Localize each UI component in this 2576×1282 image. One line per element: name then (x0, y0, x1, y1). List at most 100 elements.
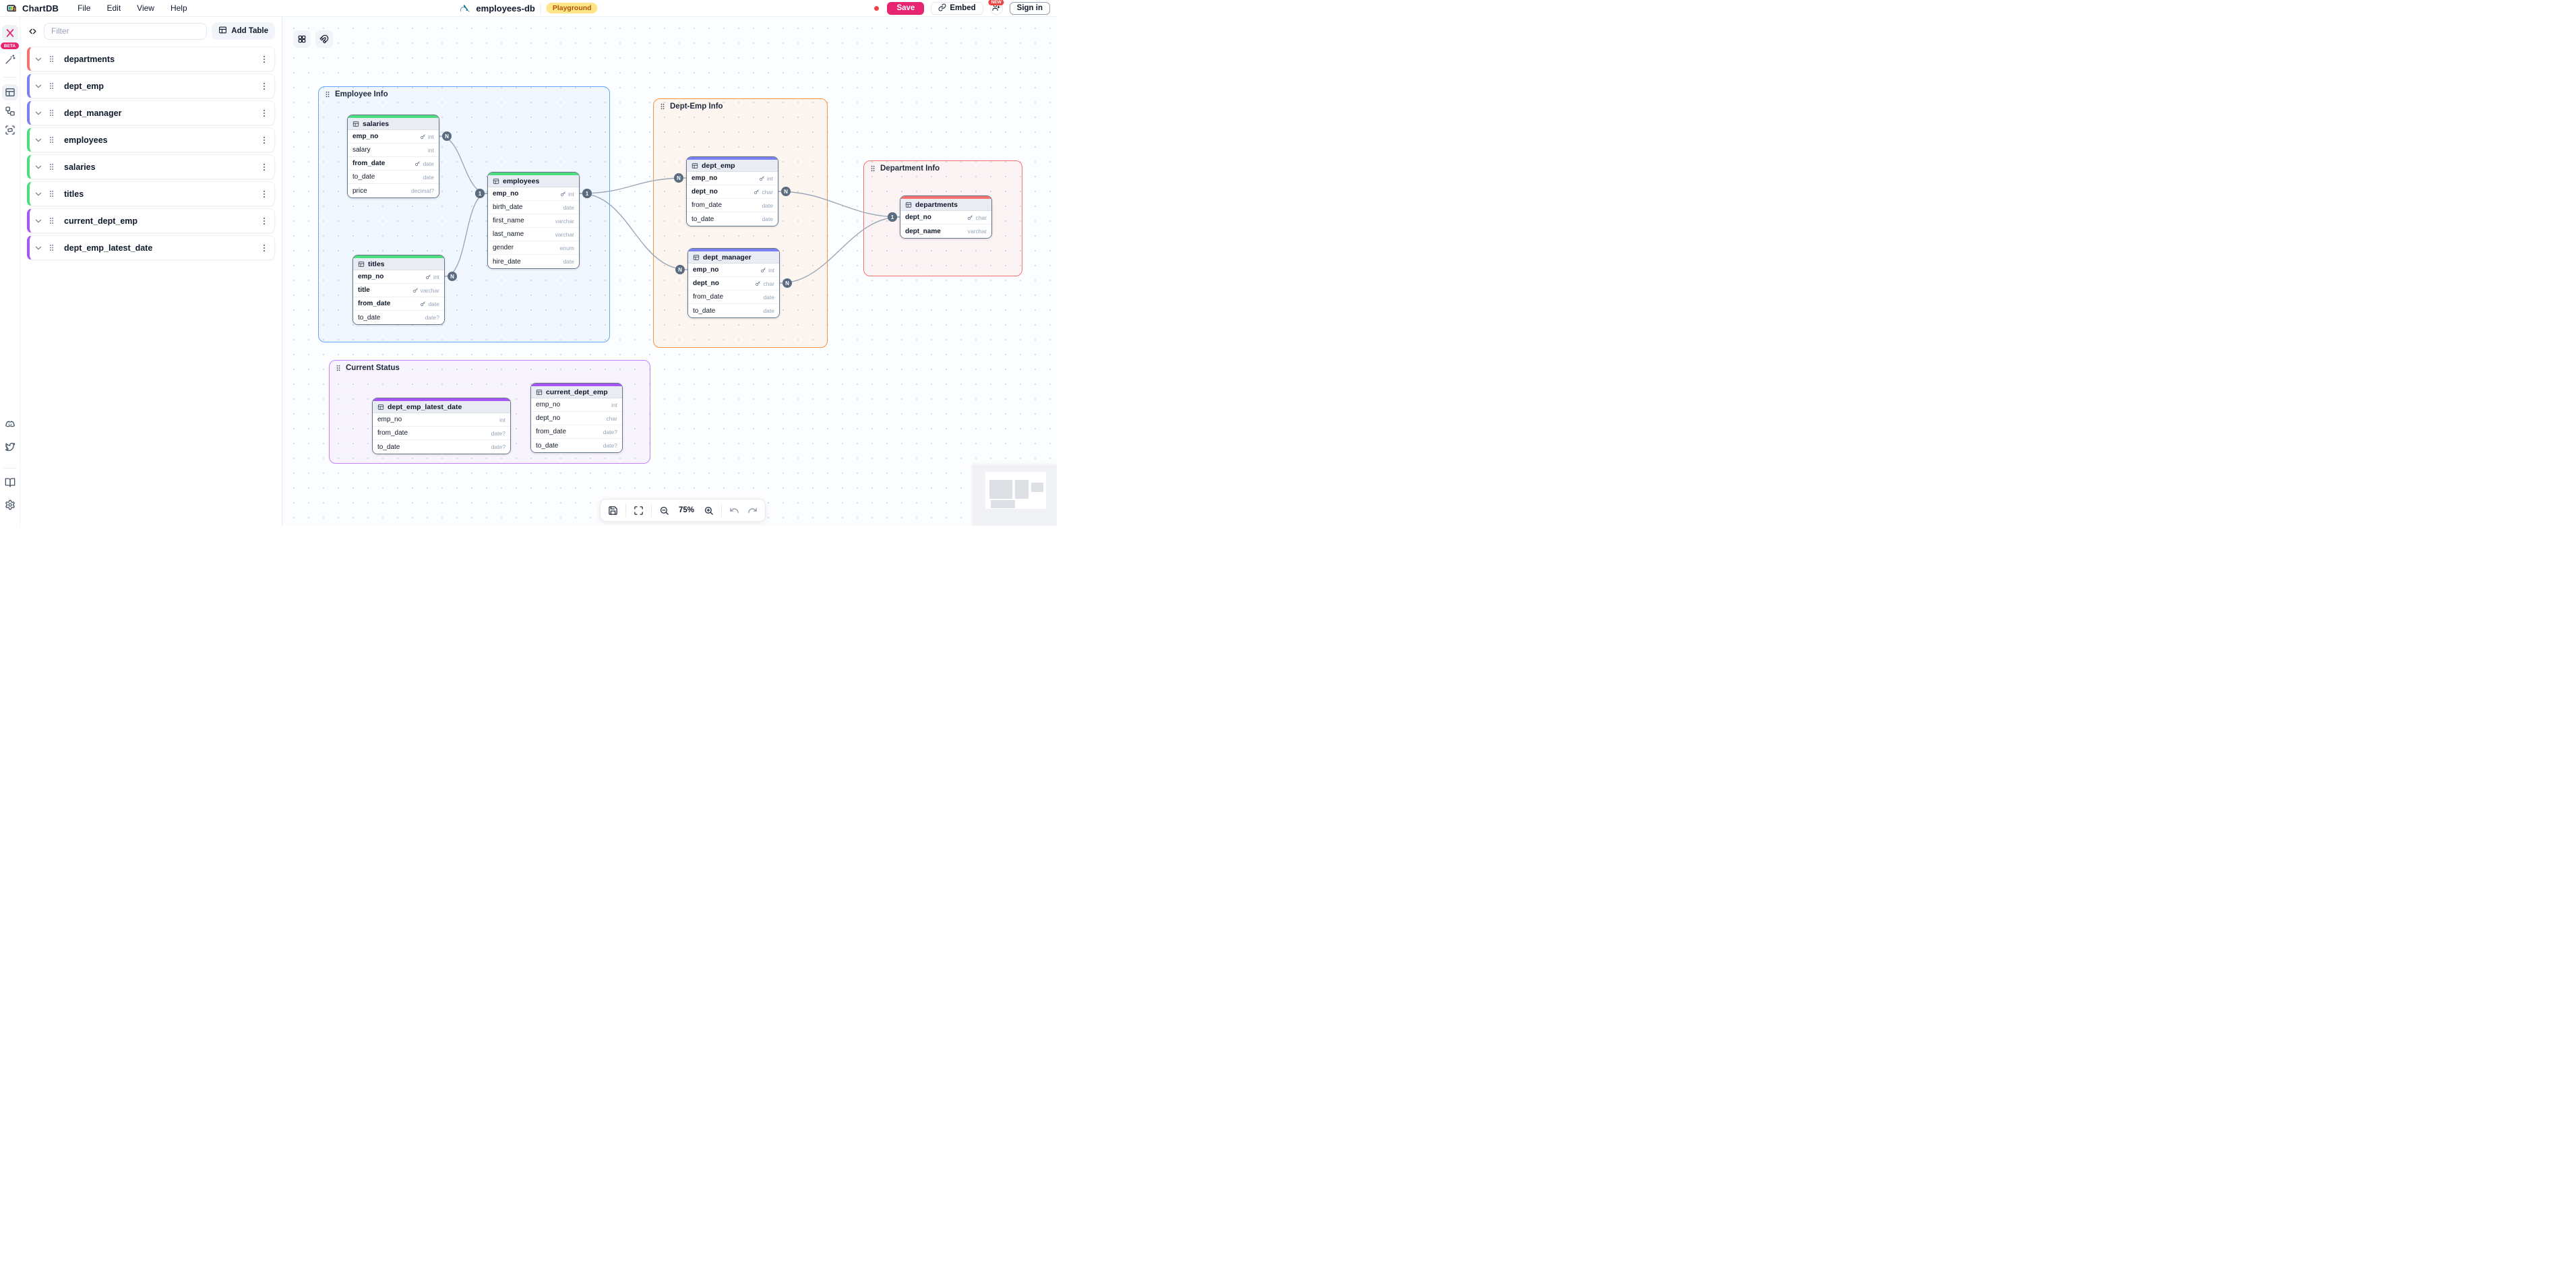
rail-docs-button[interactable] (2, 475, 18, 491)
field-row-emp_no[interactable]: emp_no int (348, 130, 439, 144)
table-node-employees[interactable]: employees emp_no int birth_date date first_na… (487, 172, 580, 269)
fullscreen-button[interactable] (630, 501, 648, 520)
redo-button[interactable] (743, 501, 762, 520)
menu-edit[interactable]: Edit (106, 3, 121, 13)
field-row-emp_no[interactable]: emp_no int (488, 187, 579, 201)
field-row-to_date[interactable]: to_date date (687, 212, 778, 226)
drag-handle-icon[interactable] (47, 243, 56, 252)
table-node-header[interactable]: dept_emp (687, 160, 778, 172)
field-row-to_date[interactable]: to_date date (348, 171, 439, 184)
table-menu-button[interactable] (259, 189, 269, 199)
field-row-from_date[interactable]: from_date date (353, 297, 444, 311)
field-row-title[interactable]: title varchar (353, 284, 444, 297)
drag-handle-icon[interactable] (47, 189, 56, 198)
table-menu-button[interactable] (259, 109, 269, 118)
table-node-header[interactable]: current_dept_emp (531, 386, 622, 398)
field-row-emp_no[interactable]: emp_no int (688, 264, 779, 277)
save-button[interactable] (604, 501, 622, 520)
field-row-from_date[interactable]: from_date date (688, 291, 779, 304)
add-table-button[interactable]: Add Table (212, 22, 275, 40)
rail-tables-button[interactable] (1, 84, 18, 100)
field-row-from_date[interactable]: from_date date (687, 199, 778, 212)
table-menu-button[interactable] (259, 82, 269, 91)
rail-editor-button[interactable] (1, 25, 18, 41)
field-row-price[interactable]: price decimal? (348, 184, 439, 197)
chevron-down-icon[interactable] (34, 162, 43, 172)
field-row-to_date[interactable]: to_date date? (531, 439, 622, 452)
table-list-item-departments[interactable]: departments (27, 47, 275, 71)
table-list-item-dept_emp[interactable]: dept_emp (27, 73, 275, 98)
field-row-emp_no[interactable]: emp_no int (353, 270, 444, 284)
drag-handle-icon[interactable] (869, 164, 877, 173)
field-row-from_date[interactable]: from_date date (348, 157, 439, 171)
snap-magnet-button[interactable] (315, 30, 333, 48)
field-row-emp_no[interactable]: emp_no int (687, 172, 778, 185)
zoom-out-button[interactable] (655, 501, 673, 520)
table-menu-button[interactable] (259, 55, 269, 64)
chevron-down-icon[interactable] (34, 216, 43, 226)
rail-discord-button[interactable] (2, 417, 18, 433)
drag-handle-icon[interactable] (47, 82, 56, 90)
chevron-down-icon[interactable] (34, 82, 43, 91)
table-node-titles[interactable]: titles emp_no int title varchar from_date date… (352, 255, 445, 325)
field-row-to_date[interactable]: to_date date? (353, 311, 444, 324)
table-node-dept_emp[interactable]: dept_emp emp_no int dept_no char from_date dat… (686, 156, 778, 226)
field-row-first_name[interactable]: first_name varchar (488, 214, 579, 228)
chevron-down-icon[interactable] (34, 109, 43, 118)
table-node-header[interactable]: dept_emp_latest_date (373, 401, 510, 413)
rail-twitter-button[interactable] (2, 439, 18, 455)
table-node-header[interactable]: departments (900, 199, 991, 211)
table-node-salaries[interactable]: salaries emp_no int salary int from_date date t… (347, 115, 439, 198)
table-node-current_dept_emp[interactable]: current_dept_emp emp_no int dept_no char from… (530, 383, 623, 453)
field-row-gender[interactable]: gender enum (488, 241, 579, 255)
rail-magic-wand-button[interactable] (2, 51, 18, 67)
chevron-down-icon[interactable] (34, 55, 43, 64)
field-row-to_date[interactable]: to_date date? (373, 440, 510, 454)
field-row-dept_no[interactable]: dept_no char (531, 412, 622, 425)
save-button[interactable]: Save (887, 1, 925, 15)
show-all-tables-button[interactable] (293, 30, 311, 48)
drag-handle-icon[interactable] (658, 102, 667, 111)
table-node-header[interactable]: titles (353, 258, 444, 270)
menu-help[interactable]: Help (170, 3, 187, 13)
table-menu-button[interactable] (259, 162, 269, 172)
table-list-item-employees[interactable]: employees (27, 127, 275, 152)
undo-button[interactable] (725, 501, 743, 520)
embed-button[interactable]: Embed (931, 1, 983, 15)
field-row-hire_date[interactable]: hire_date date (488, 255, 579, 268)
field-row-to_date[interactable]: to_date date (688, 304, 779, 317)
table-list-item-titles[interactable]: titles (27, 181, 275, 206)
drag-handle-icon[interactable] (47, 55, 56, 63)
rail-dependencies-button[interactable] (2, 122, 18, 138)
drag-handle-icon[interactable] (47, 109, 56, 117)
drag-handle-icon[interactable] (47, 162, 56, 171)
diagram-name[interactable]: employees-db (476, 3, 535, 13)
code-view-button[interactable] (26, 24, 39, 38)
drag-handle-icon[interactable] (324, 90, 332, 98)
table-node-header[interactable]: dept_manager (688, 251, 779, 264)
table-list-item-dept_emp_latest_date[interactable]: dept_emp_latest_date (27, 235, 275, 260)
filter-input[interactable] (44, 22, 208, 40)
zoom-in-button[interactable] (700, 501, 718, 520)
chevron-down-icon[interactable] (34, 243, 43, 253)
table-node-dept_manager[interactable]: dept_manager emp_no int dept_no char from_dat… (687, 248, 780, 318)
drag-handle-icon[interactable] (334, 364, 342, 372)
field-row-emp_no[interactable]: emp_no int (373, 413, 510, 427)
field-row-emp_no[interactable]: emp_no int (531, 398, 622, 412)
field-row-from_date[interactable]: from_date date? (373, 427, 510, 440)
chevron-down-icon[interactable] (34, 135, 43, 145)
field-row-from_date[interactable]: from_date date? (531, 425, 622, 439)
table-node-header[interactable]: employees (488, 175, 579, 187)
chevron-down-icon[interactable] (34, 189, 43, 199)
drag-handle-icon[interactable] (47, 216, 56, 225)
minimap[interactable] (973, 465, 1057, 526)
field-row-dept_no[interactable]: dept_no char (688, 277, 779, 291)
field-row-dept_no[interactable]: dept_no char (900, 211, 991, 224)
field-row-salary[interactable]: salary int (348, 144, 439, 157)
menu-file[interactable]: File (78, 3, 91, 13)
table-node-departments[interactable]: departments dept_no char dept_name varchar (900, 195, 992, 239)
zoom-level-button[interactable]: 75% (673, 506, 700, 514)
table-node-header[interactable]: salaries (348, 118, 439, 130)
field-row-dept_no[interactable]: dept_no char (687, 185, 778, 199)
field-row-birth_date[interactable]: birth_date date (488, 201, 579, 214)
